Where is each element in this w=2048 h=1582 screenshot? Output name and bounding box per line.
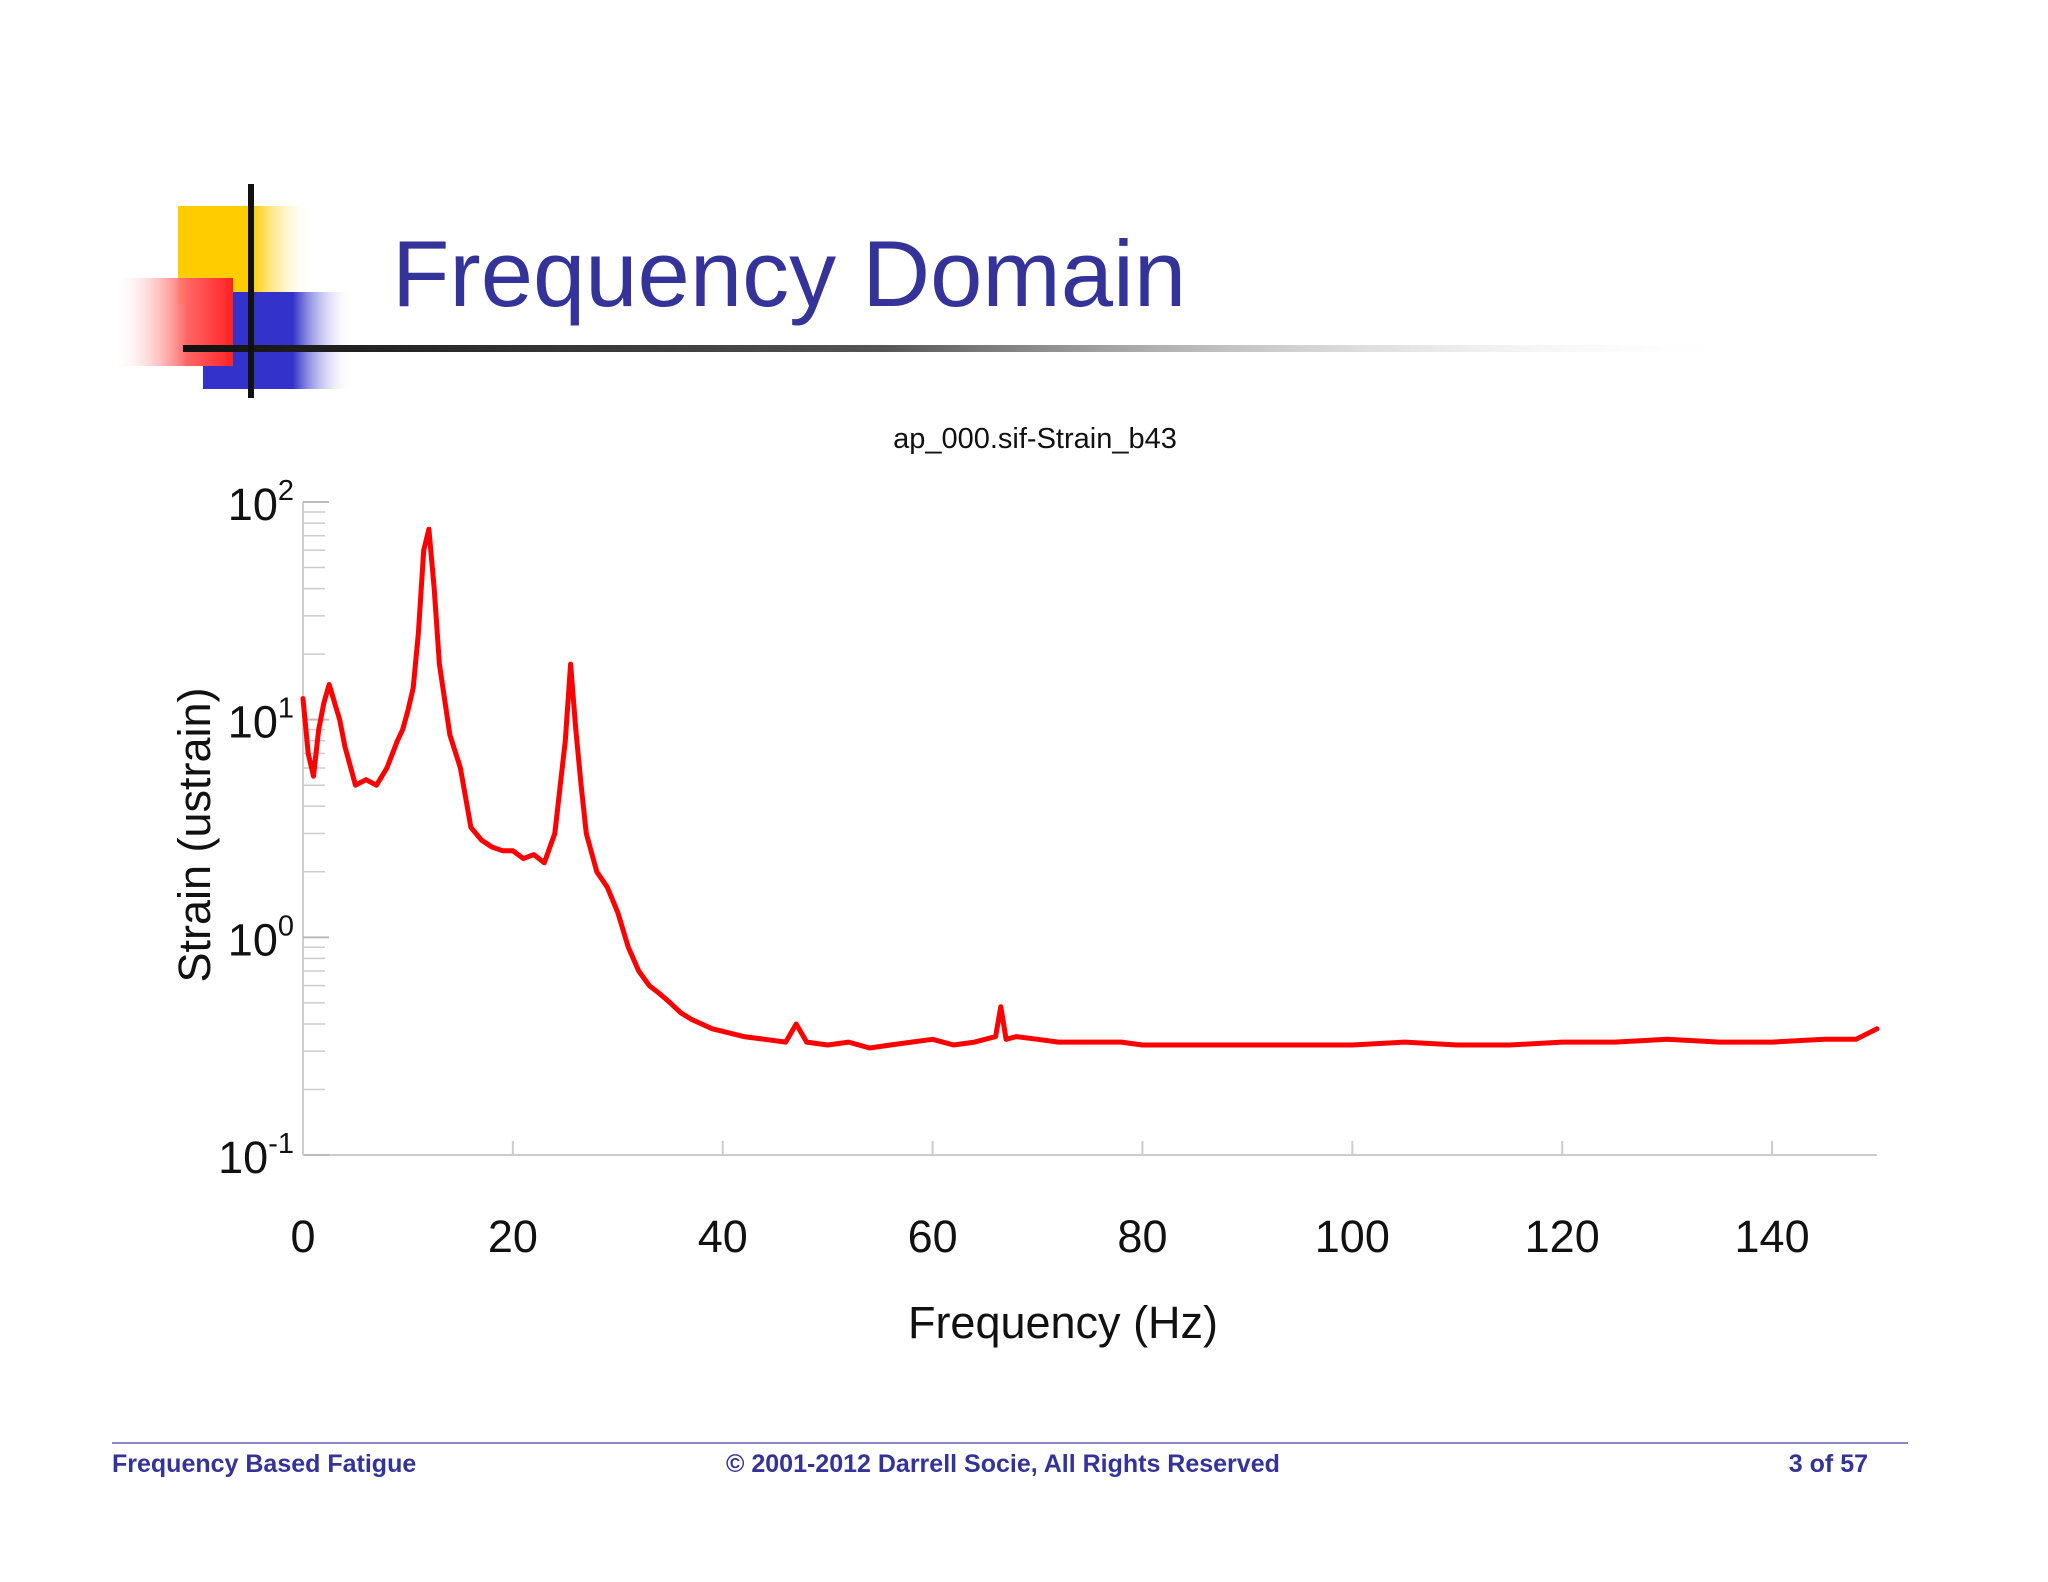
footer-divider [112, 1442, 1908, 1444]
x-tick-label: 20 [488, 1211, 538, 1262]
x-tick-label: 100 [1315, 1211, 1390, 1262]
plot-axes [302, 502, 1877, 1156]
chart-title: ap_000.sif-Strain_b43 [893, 423, 1177, 455]
vertical-rule [248, 184, 254, 398]
x-tick-label: 140 [1735, 1211, 1810, 1262]
y-tick-label: 101 [228, 693, 294, 748]
slide-title: Frequency Domain [392, 221, 1187, 326]
y-axis-label: Strain (ustrain) [169, 687, 220, 982]
x-tick-label: 40 [698, 1211, 748, 1262]
x-tick-label: 120 [1525, 1211, 1600, 1262]
strain-series-line [300, 526, 1880, 1051]
y-tick-label: 102 [228, 475, 294, 530]
y-axis-ticks: 102 101 100 10-1 [218, 475, 329, 1183]
footer-copyright: © 2001-2012 Darrell Socie, All Rights Re… [726, 1450, 1280, 1478]
footer-course-title: Frequency Based Fatigue [112, 1450, 417, 1478]
x-axis-ticks: 0 20 40 60 80 100 120 140 [290, 1141, 1810, 1262]
x-tick-label: 0 [290, 1211, 315, 1262]
footer-page-number: 3 of 57 [1788, 1450, 1868, 1478]
title-decoration [118, 184, 1743, 398]
horizontal-rule [183, 345, 1743, 352]
y-tick-label: 10-1 [218, 1128, 294, 1183]
y-tick-label: 100 [228, 910, 294, 965]
x-tick-label: 80 [1117, 1211, 1167, 1262]
x-axis-label: Frequency (Hz) [908, 1297, 1218, 1348]
x-tick-label: 60 [908, 1211, 958, 1262]
